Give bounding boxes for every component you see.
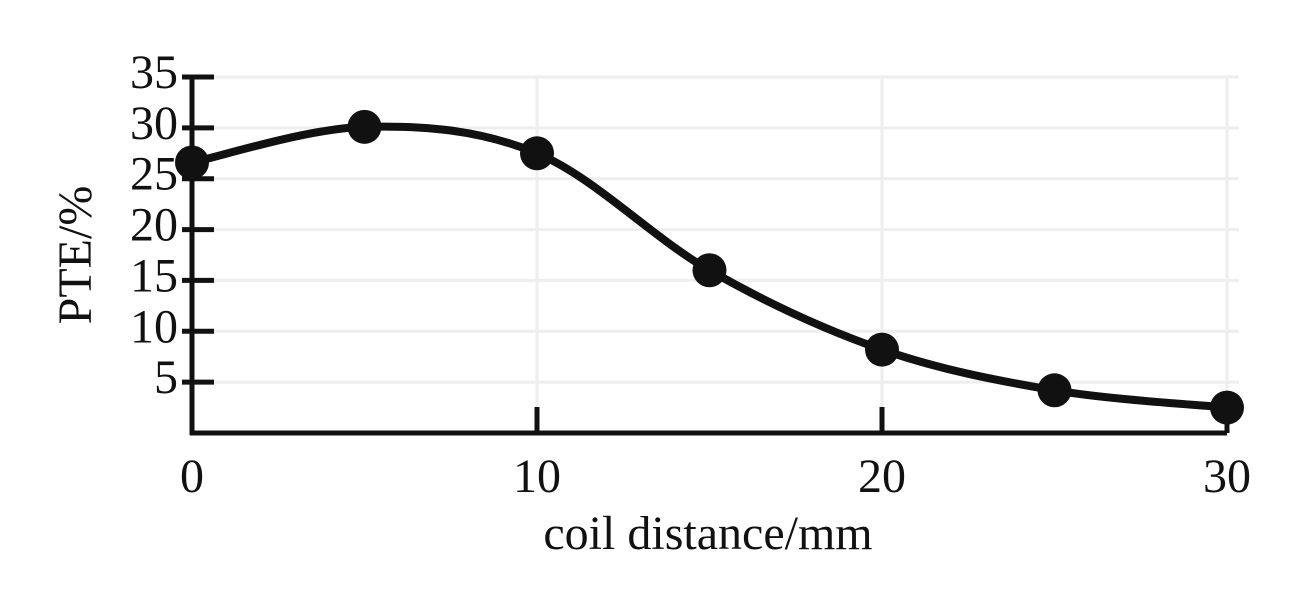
y-tick-label: 15 [130, 249, 178, 302]
y-tick-label: 5 [154, 351, 178, 404]
y-tick-label: 10 [130, 300, 178, 353]
y-tick-label: 30 [130, 97, 178, 150]
marker [520, 136, 554, 171]
y-tick-label: 25 [130, 148, 178, 201]
marker [347, 109, 382, 144]
marker [1037, 373, 1072, 408]
y-tick-label: 20 [130, 199, 178, 252]
y-tick-label: 35 [130, 46, 178, 99]
x-tick-label: 10 [513, 450, 561, 503]
x-tick-label: 20 [858, 450, 906, 503]
marker [1210, 390, 1244, 425]
x-axis-label: coil distance/mm [543, 507, 872, 560]
x-tick-label: 0 [180, 450, 204, 503]
marker [692, 253, 727, 288]
y-axis-label: PTE/% [49, 186, 102, 325]
marker [865, 332, 899, 367]
marker [175, 145, 209, 180]
x-tick-label: 30 [1203, 450, 1251, 503]
